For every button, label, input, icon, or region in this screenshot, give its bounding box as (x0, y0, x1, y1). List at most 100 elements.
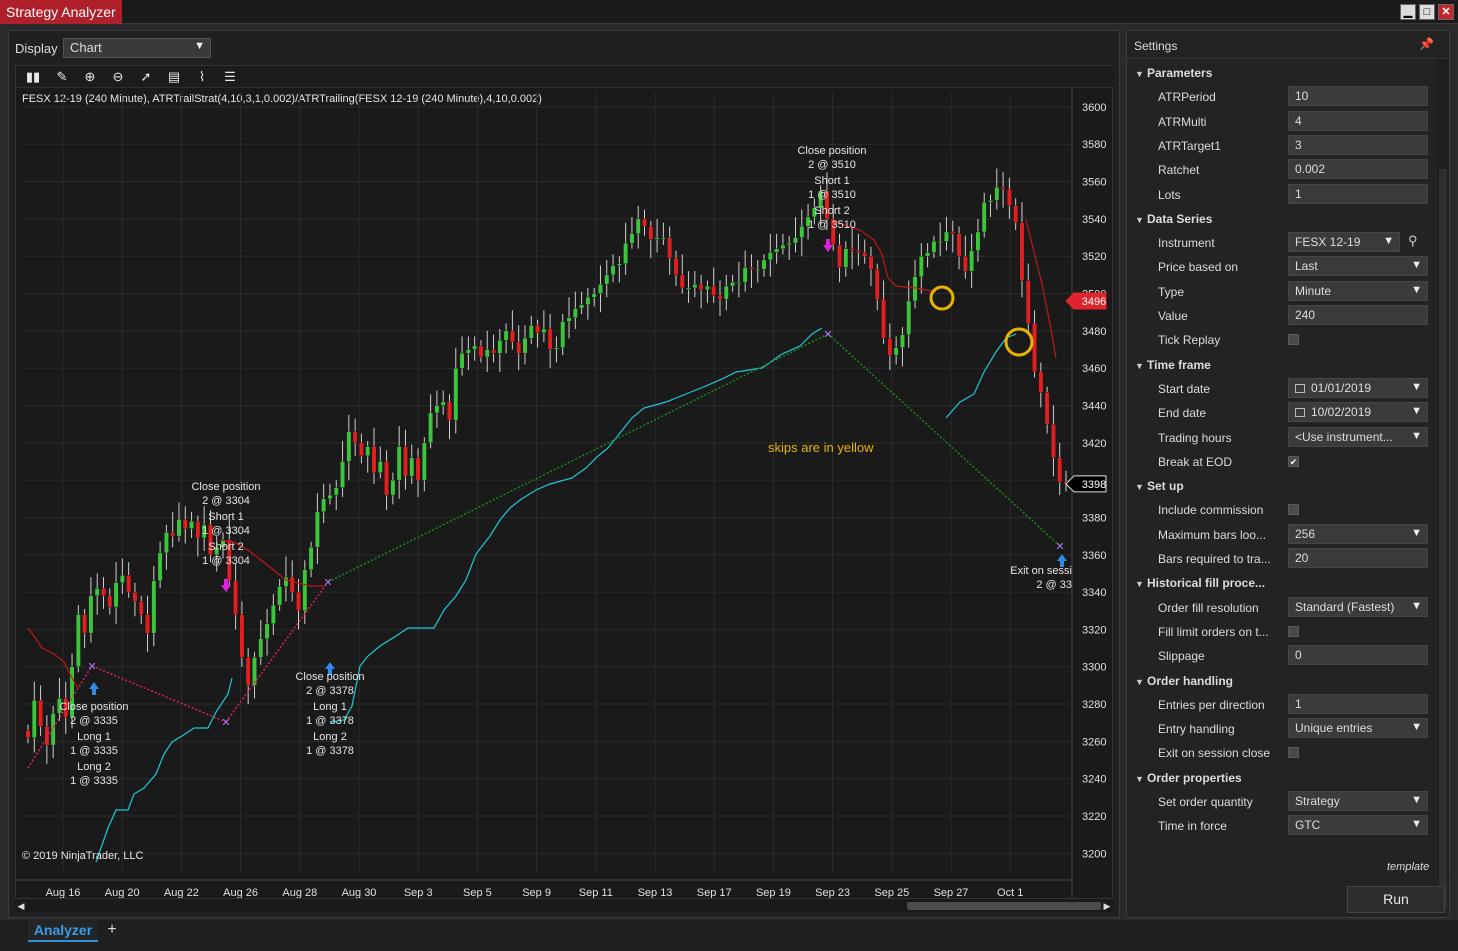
candle-down (1032, 323, 1037, 373)
settings-scroll-thumb[interactable] (1439, 169, 1447, 909)
setting-checkbox[interactable] (1288, 334, 1299, 346)
setting-value-field[interactable]: <Use instrument... ▼ (1288, 426, 1428, 447)
add-tab-button[interactable]: + (107, 921, 117, 938)
collapse-triangle-icon[interactable]: ▼ (1135, 676, 1144, 687)
setting-checkbox[interactable] (1288, 504, 1299, 516)
settings-section-header[interactable]: ▼ Time frame (1135, 358, 1211, 372)
candle-down (239, 614, 245, 658)
candle-up (321, 498, 327, 513)
setting-value-field[interactable]: 1 (1288, 693, 1428, 714)
settings-section-header[interactable]: ▼ Data Series (1135, 212, 1212, 226)
scroll-left-icon[interactable]: ◀ (17, 901, 25, 911)
candle-up (541, 328, 547, 333)
pin-icon[interactable]: 📌 (1419, 37, 1434, 51)
candle-up (623, 242, 629, 264)
run-button[interactable]: Run (1347, 886, 1445, 913)
settings-section-header[interactable]: ▼ Order handling (1135, 674, 1233, 688)
setting-value-field[interactable]: 10/02/2019 ▼ (1288, 402, 1428, 423)
setting-label: Type (1158, 284, 1185, 299)
candle-up (811, 207, 817, 218)
trade-annotation-text: 2 @ 3378 (306, 685, 354, 697)
collapse-triangle-icon[interactable]: ▼ (1135, 579, 1144, 590)
setting-value-field[interactable]: 20 (1288, 548, 1428, 568)
setting-value: 256 (1295, 526, 1316, 541)
setting-value-field[interactable]: Standard (Fastest) ▼ (1288, 596, 1428, 617)
candle-up (377, 461, 383, 473)
candle-up (774, 248, 780, 253)
zoom-out-icon[interactable]: ⊖ (112, 69, 124, 84)
chart-area[interactable]: ▮▮ ✎ ⊕ ⊖ ➚ ▤ ⌇ ☰ FESX 12-19 (240 Minute)… (15, 65, 1114, 902)
setting-value-field[interactable]: 3 (1288, 134, 1428, 155)
setting-checkbox[interactable] (1288, 747, 1299, 759)
candle-down (101, 588, 106, 597)
setting-value-field[interactable]: 0.002 (1288, 159, 1428, 180)
candle-down (107, 595, 113, 608)
candle-down (132, 591, 138, 602)
setting-value-field[interactable]: 1 (1288, 183, 1428, 204)
atr-trail-resistance-line (219, 539, 324, 587)
search-icon[interactable]: ⚲ (1408, 233, 1418, 249)
horizontal-scrollbar[interactable]: ◀ ▶ (15, 898, 1113, 912)
candle-up (57, 698, 62, 714)
setting-value-field[interactable]: 0 (1288, 645, 1428, 666)
minimize-button[interactable]: ▁ (1400, 4, 1416, 20)
candle-up (390, 479, 396, 496)
y-tick-label: 3580 (1082, 139, 1106, 151)
settings-section-header[interactable]: ▼ Set up (1135, 479, 1184, 493)
pointer-icon[interactable]: ➚ (140, 69, 152, 84)
settings-scrollbar[interactable] (1437, 59, 1449, 909)
zoom-in-icon[interactable]: ⊕ (84, 69, 96, 84)
setting-label: Fill limit orders on t... (1158, 624, 1269, 639)
setting-value: 01/01/2019 (1311, 380, 1372, 395)
collapse-triangle-icon[interactable]: ▼ (1135, 482, 1144, 493)
candle-down (44, 726, 50, 746)
candle-up (736, 282, 742, 285)
bars-type-icon[interactable]: ▮▮ (25, 69, 41, 84)
maximize-button[interactable]: □ (1419, 4, 1435, 20)
scroll-right-icon[interactable]: ▶ (1103, 901, 1111, 911)
setting-value-field[interactable]: Unique entries ▼ (1288, 718, 1428, 739)
setting-value-field[interactable]: 01/01/2019 ▼ (1288, 377, 1428, 398)
candle-up (918, 256, 924, 277)
settings-section-header[interactable]: ▼ Order properties (1135, 771, 1242, 785)
setting-value-field[interactable]: 4 (1288, 110, 1428, 131)
setting-value-field[interactable]: FESX 12-19 ▼ (1288, 232, 1400, 253)
candle-down (415, 457, 421, 481)
candle-down (868, 256, 874, 270)
collapse-triangle-icon[interactable]: ▼ (1135, 214, 1144, 225)
candle-up (994, 186, 1000, 201)
setting-value-field[interactable]: Last ▼ (1288, 256, 1428, 277)
setting-checkbox[interactable] (1288, 625, 1299, 637)
x-tick-label: Sep 19 (756, 887, 791, 899)
properties-icon[interactable]: ☰ (224, 69, 236, 84)
trade-annotation-text: Long 1 (77, 731, 111, 743)
scroll-thumb[interactable] (907, 902, 1101, 910)
atr-trail-resistance-line (835, 221, 937, 293)
y-tick-label: 3440 (1082, 400, 1106, 412)
setting-value-field[interactable]: 256 ▼ (1288, 523, 1428, 544)
setting-value-field[interactable]: GTC ▼ (1288, 815, 1428, 836)
setting-value-field[interactable]: 10 (1288, 86, 1428, 107)
tab-analyzer[interactable]: Analyzer (28, 920, 98, 942)
x-tick-label: Sep 9 (522, 887, 551, 899)
candle-down (717, 295, 723, 300)
draw-tool-icon[interactable]: ✎ (56, 69, 68, 84)
collapse-triangle-icon[interactable]: ▼ (1135, 360, 1144, 371)
price-chart[interactable]: Aug 16 Aug 20 Aug 22 Aug 26 Aug 28 Aug 30 Sep … (16, 88, 1114, 902)
settings-section-header[interactable]: ▼ Parameters (1135, 66, 1212, 80)
setting-value-field[interactable]: Strategy ▼ (1288, 791, 1428, 811)
settings-section-header[interactable]: ▼ Historical fill proce... (1135, 576, 1265, 590)
setting-value-field[interactable]: Minute ▼ (1288, 280, 1428, 301)
display-select-value: Chart (70, 40, 102, 55)
indicators-icon[interactable]: ⌇ (198, 69, 206, 84)
collapse-triangle-icon[interactable]: ▼ (1135, 773, 1144, 784)
setting-value-field[interactable]: 240 (1288, 305, 1428, 325)
template-link[interactable]: template (1387, 861, 1430, 873)
display-select[interactable]: Chart ▼ (63, 38, 211, 58)
y-tick-label: 3260 (1082, 736, 1106, 748)
data-box-icon[interactable]: ▤ (167, 69, 181, 84)
close-button[interactable]: ✕ (1438, 4, 1454, 20)
collapse-triangle-icon[interactable]: ▼ (1135, 69, 1144, 79)
candle-down (208, 524, 213, 555)
setting-checkbox[interactable]: ✔ (1288, 455, 1299, 467)
